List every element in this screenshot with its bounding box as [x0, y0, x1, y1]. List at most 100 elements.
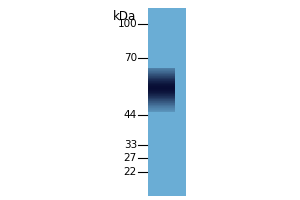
Bar: [148, 71, 175, 72]
Bar: [148, 194, 186, 195]
Bar: [148, 96, 175, 97]
Bar: [148, 69, 175, 70]
Bar: [148, 131, 186, 132]
Bar: [148, 45, 186, 46]
Bar: [148, 59, 186, 60]
Bar: [148, 32, 186, 33]
Bar: [175, 109, 186, 110]
Bar: [148, 137, 186, 138]
Bar: [148, 168, 186, 169]
Bar: [148, 44, 186, 45]
Bar: [148, 165, 186, 166]
Bar: [148, 191, 186, 192]
Bar: [148, 15, 186, 16]
Bar: [148, 118, 186, 119]
Bar: [148, 17, 186, 18]
Bar: [175, 106, 186, 107]
Bar: [148, 181, 186, 182]
Bar: [148, 64, 186, 65]
Bar: [148, 57, 186, 58]
Bar: [175, 98, 186, 99]
Bar: [148, 146, 186, 147]
Bar: [148, 40, 186, 41]
Bar: [148, 8, 186, 9]
Bar: [148, 52, 186, 53]
Bar: [175, 75, 186, 76]
Bar: [148, 184, 186, 185]
Bar: [148, 124, 186, 125]
Bar: [148, 12, 186, 13]
Bar: [148, 72, 175, 73]
Bar: [148, 53, 186, 54]
Bar: [148, 152, 186, 153]
Bar: [148, 78, 175, 79]
Bar: [148, 85, 175, 86]
Bar: [148, 130, 186, 131]
Bar: [148, 110, 175, 111]
Bar: [148, 14, 186, 15]
Bar: [148, 33, 186, 34]
Bar: [148, 121, 186, 122]
Bar: [148, 143, 186, 144]
Bar: [148, 157, 186, 158]
Bar: [148, 114, 186, 115]
Bar: [148, 172, 186, 173]
Bar: [148, 163, 186, 164]
Text: 44: 44: [124, 110, 137, 120]
Bar: [175, 72, 186, 73]
Bar: [148, 13, 186, 14]
Bar: [148, 147, 186, 148]
Text: 27: 27: [124, 153, 137, 163]
Bar: [148, 99, 175, 100]
Bar: [148, 174, 186, 175]
Bar: [175, 111, 186, 112]
Bar: [148, 192, 186, 193]
Bar: [148, 76, 175, 77]
Bar: [148, 84, 175, 85]
Bar: [148, 167, 186, 168]
Bar: [148, 95, 175, 96]
Text: 70: 70: [124, 53, 137, 63]
Bar: [148, 193, 186, 194]
Bar: [175, 108, 186, 109]
Bar: [148, 11, 186, 12]
Bar: [148, 65, 186, 66]
Bar: [148, 77, 175, 78]
Bar: [148, 63, 186, 64]
Bar: [175, 80, 186, 81]
Bar: [148, 48, 186, 49]
Bar: [175, 69, 186, 70]
Bar: [175, 71, 186, 72]
Bar: [148, 140, 186, 141]
Bar: [148, 30, 186, 31]
Bar: [148, 56, 186, 57]
Bar: [148, 187, 186, 188]
Bar: [175, 91, 186, 92]
Bar: [148, 34, 186, 35]
Bar: [148, 38, 186, 39]
Bar: [148, 159, 186, 160]
Bar: [148, 79, 175, 80]
Bar: [148, 129, 186, 130]
Bar: [148, 87, 175, 88]
Bar: [175, 104, 186, 105]
Bar: [175, 68, 186, 69]
Bar: [148, 127, 186, 128]
Bar: [148, 161, 186, 162]
Bar: [148, 189, 186, 190]
Bar: [148, 106, 175, 107]
Bar: [175, 95, 186, 96]
Bar: [148, 10, 186, 11]
Bar: [148, 20, 186, 21]
Bar: [148, 182, 186, 183]
Bar: [148, 141, 186, 142]
Bar: [148, 60, 186, 61]
Bar: [148, 67, 186, 68]
Bar: [148, 55, 186, 56]
Bar: [148, 149, 186, 150]
Bar: [148, 136, 186, 137]
Bar: [175, 73, 186, 74]
Bar: [175, 70, 186, 71]
Bar: [175, 79, 186, 80]
Bar: [148, 113, 186, 114]
